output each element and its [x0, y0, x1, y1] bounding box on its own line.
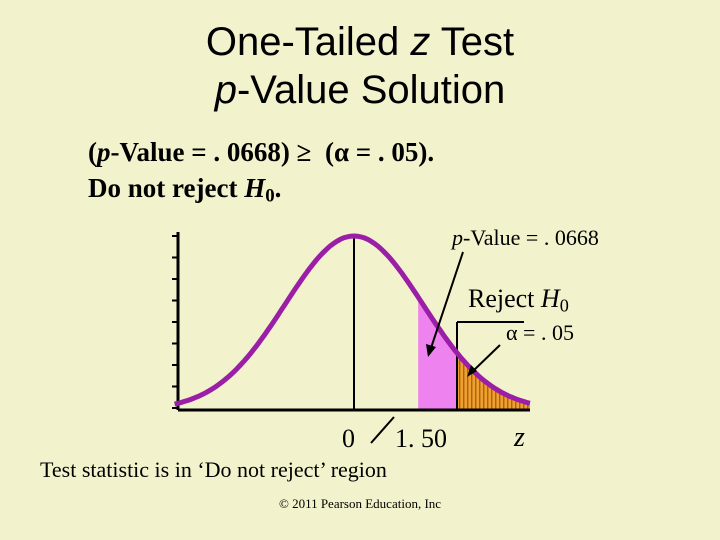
reject-label: Reject H0 [468, 284, 569, 317]
alpha-label: α = . 05 [506, 320, 574, 346]
alpha-label-symbol: α [506, 320, 518, 345]
statement-text: . [274, 173, 282, 203]
statement-variable-p: p [97, 137, 111, 167]
alpha-label-text: = . 05 [517, 320, 574, 345]
reject-label-subscript: 0 [559, 295, 569, 316]
pvalue-arrow [426, 251, 464, 357]
title-text: Test [430, 20, 515, 64]
title-line-2: p-Value Solution [0, 66, 720, 114]
copyright-footer: © 2011 Pearson Education, Inc [278, 496, 442, 511]
statement-line-1: (p-Value = . 0668) ≥ (α = . 05). [88, 134, 434, 170]
hypothesis-symbol: H [244, 173, 266, 203]
slide-title: One-Tailed z Test p-Value Solution [0, 18, 720, 114]
decision-statement: (p-Value = . 0668) ≥ (α = . 05). Do not … [88, 134, 434, 215]
alpha-arrow [467, 344, 501, 377]
title-line-1: One-Tailed z Test [0, 18, 720, 66]
conclusion-text: Test statistic is in ‘Do not reject’ reg… [40, 457, 387, 482]
title-text: One-Tailed [205, 20, 411, 64]
reject-label-h: H [540, 284, 560, 313]
title-text: -Value Solution [236, 68, 506, 112]
statement-text: Do not reject [88, 173, 245, 203]
title-variable-p: p [214, 68, 237, 112]
y-axis-ticks [172, 235, 178, 409]
title-variable-z: z [410, 20, 431, 64]
rejection-region [456, 352, 530, 410]
statement-text: -Value = . 0668) [110, 137, 290, 167]
greater-equal-symbol: ≥ [296, 137, 312, 167]
statement-line-2: Do not reject H0. [88, 170, 434, 215]
statement-text: ( [324, 137, 334, 167]
hypothesis-subscript: 0 [265, 185, 275, 207]
pvalue-label-p: p [452, 225, 463, 250]
zero-label: 0 [342, 424, 355, 453]
test-statistic-pointer [370, 416, 395, 444]
pvalue-label-text: -Value = . 0668 [463, 225, 599, 250]
test-statistic-label: 1. 50 [395, 424, 447, 453]
pvalue-label: p-Value = . 0668 [452, 225, 599, 251]
pvalue-shaded-region [418, 297, 530, 410]
alpha-symbol: α [333, 137, 350, 167]
statement-text: ( [88, 137, 97, 167]
z-axis-label: z [514, 422, 525, 453]
statement-text: = . 05). [349, 137, 435, 167]
reject-label-text: Reject [468, 284, 541, 313]
